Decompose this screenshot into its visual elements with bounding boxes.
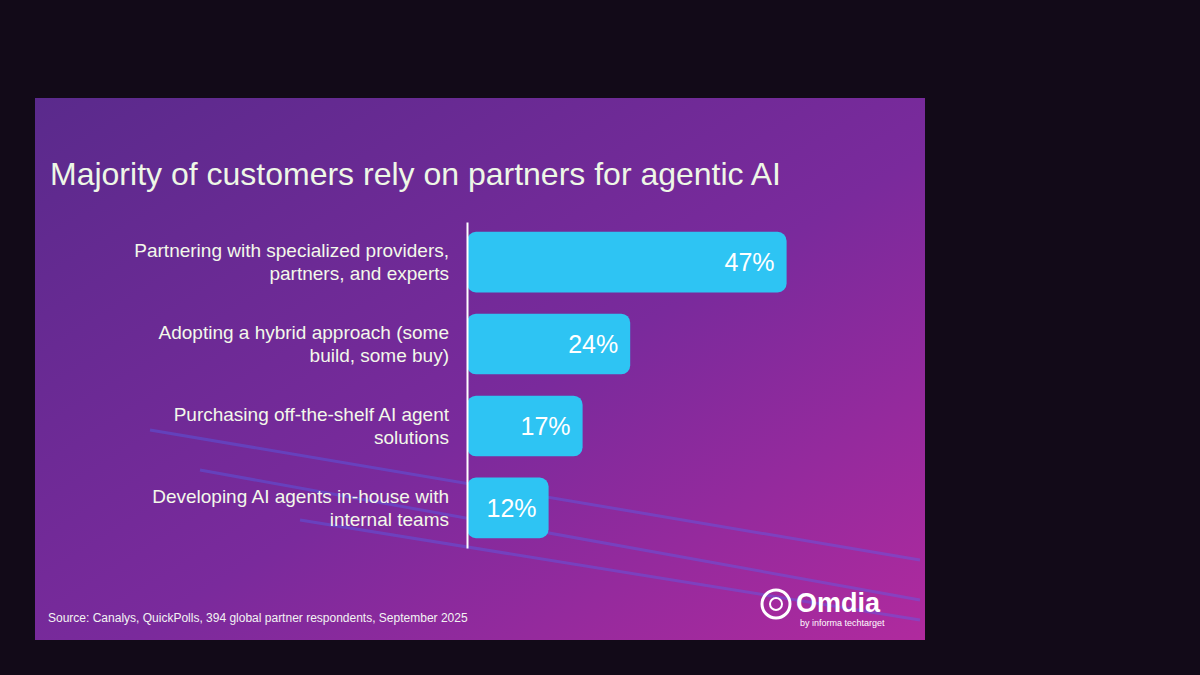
logo-text: Omdia: [796, 588, 881, 618]
category-label: Adopting a hybrid approach (somebuild, s…: [159, 322, 449, 366]
category-label-line: Purchasing off-the-shelf AI agent: [174, 404, 450, 425]
category-label-line: Developing AI agents in-house with: [152, 486, 449, 507]
slide-background: [35, 98, 925, 640]
logo-ring: [762, 590, 790, 618]
category-label-line: build, some buy): [310, 345, 449, 366]
category-axis: Partnering with specialized providers,pa…: [134, 223, 467, 549]
category-label-line: solutions: [374, 427, 449, 448]
bar: [467, 314, 630, 375]
data-label: 17%: [521, 412, 571, 440]
logo: Omdiaby informa techtarget: [762, 588, 885, 628]
logo-ring: [770, 598, 782, 610]
streak: [300, 520, 920, 620]
category-label-line: Adopting a hybrid approach (some: [159, 322, 449, 343]
data-label: 47%: [725, 248, 775, 276]
bar: [467, 396, 583, 457]
logo-subtext: by informa techtarget: [800, 618, 885, 628]
bar: [467, 232, 787, 293]
source: Source: Canalys, QuickPolls, 394 global …: [48, 611, 468, 625]
category-label: Purchasing off-the-shelf AI agentsolutio…: [174, 404, 450, 448]
decoration: [150, 430, 920, 620]
category-label-line: Partnering with specialized providers,: [134, 240, 449, 261]
axis-line: [467, 223, 469, 549]
category-label: Partnering with specialized providers,pa…: [134, 240, 449, 284]
title: Majority of customers rely on partners f…: [50, 156, 781, 192]
chart: Majority of customers rely on partners f…: [0, 0, 1200, 675]
bars: [467, 232, 787, 538]
category-label-line: internal teams: [330, 509, 449, 530]
category-label-line: partners, and experts: [269, 263, 449, 284]
bar: [467, 478, 549, 539]
category-label: Developing AI agents in-house withintern…: [152, 486, 449, 530]
data-labels: 47% 24% 17% 12%: [487, 248, 775, 522]
tick: Partnering with specialized providers,pa…: [134, 240, 467, 284]
tick: Adopting a hybrid approach (somebuild, s…: [159, 322, 467, 366]
tick: Purchasing off-the-shelf AI agentsolutio…: [174, 404, 467, 448]
data-label: 12%: [487, 494, 537, 522]
tick: Developing AI agents in-house withintern…: [152, 486, 467, 530]
data-label: 24%: [568, 330, 618, 358]
